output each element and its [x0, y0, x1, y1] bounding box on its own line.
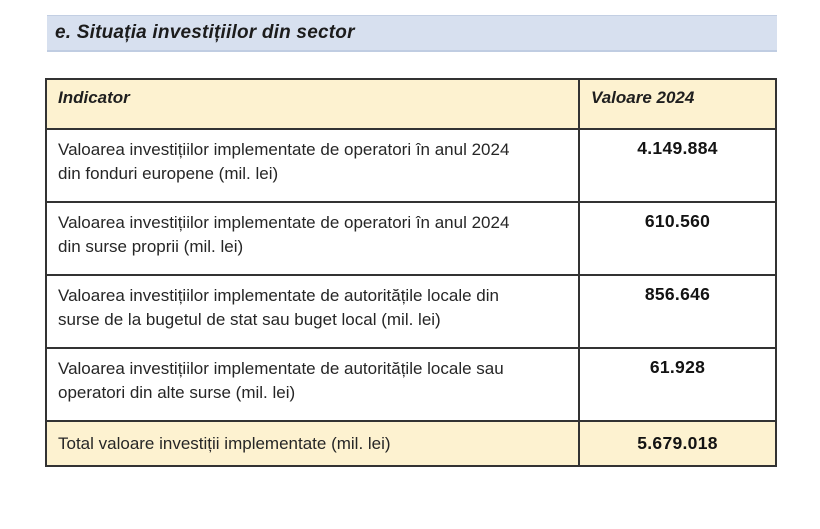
value-cell: 61.928 [578, 347, 777, 422]
indicator-cell: Valoarea investițiilor implementate de o… [45, 201, 580, 276]
table-row: Valoarea investițiilor implementate de o… [45, 201, 777, 276]
table-header-row: Indicator Valoare 2024 [45, 78, 777, 130]
indicator-cell: Valoarea investițiilor implementate de a… [45, 274, 580, 349]
value-cell: 4.149.884 [578, 128, 777, 203]
indicator-cell: Valoarea investițiilor implementate de o… [45, 128, 580, 203]
value-column-header: Valoare 2024 [578, 78, 777, 130]
section-title: e. Situația investițiilor din sector [55, 22, 355, 43]
total-label-cell: Total valoare investiții implementate (m… [45, 420, 580, 467]
indicator-column-header: Indicator [45, 78, 580, 130]
value-cell: 856.646 [578, 274, 777, 349]
total-value-cell: 5.679.018 [578, 420, 777, 467]
table-row: Valoarea investițiilor implementate de o… [45, 128, 777, 203]
table-total-row: Total valoare investiții implementate (m… [45, 420, 777, 467]
section-heading-bar: e. Situația investițiilor din sector [47, 15, 777, 52]
table-row: Valoarea investițiilor implementate de a… [45, 347, 777, 422]
indicator-cell: Valoarea investițiilor implementate de a… [45, 347, 580, 422]
value-cell: 610.560 [578, 201, 777, 276]
table-row: Valoarea investițiilor implementate de a… [45, 274, 777, 349]
investments-table: Indicator Valoare 2024 Valoarea investiț… [45, 78, 777, 467]
